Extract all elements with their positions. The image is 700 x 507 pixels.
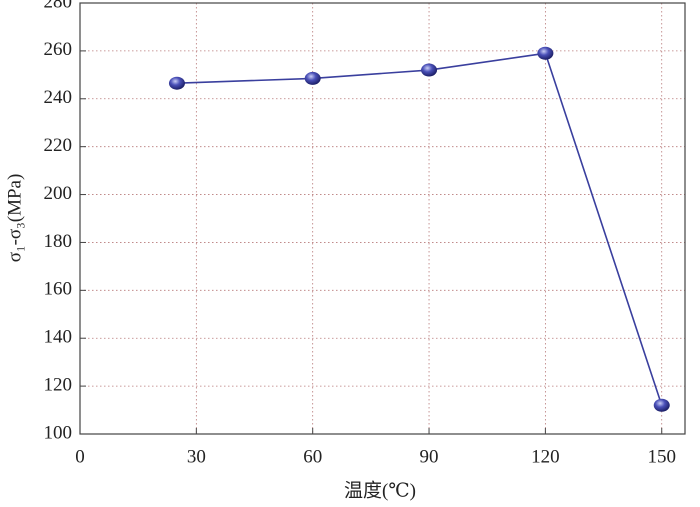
y-tick-label: 200 [44, 183, 73, 204]
y-tick-label: 120 [44, 374, 73, 395]
y-tick-label: 100 [44, 422, 73, 443]
y-tick-label: 140 [44, 327, 73, 348]
data-point [168, 76, 185, 90]
x-tick-label: 150 [647, 446, 676, 467]
data-point [653, 398, 670, 412]
data-line [176, 52, 663, 406]
y-tick-label: 280 [44, 0, 73, 12]
x-tick-label: 90 [420, 446, 439, 467]
y-tick-label: 220 [44, 135, 73, 156]
x-tick-label: 60 [303, 446, 322, 467]
y-tick-label: 240 [44, 87, 73, 108]
y-tick-label: 260 [44, 39, 73, 60]
x-tick-label: 30 [187, 446, 206, 467]
y-axis-label: σ₁-σ₃(MPa) [4, 174, 25, 263]
x-axis-label: 温度(℃) [344, 479, 416, 501]
data-point [421, 63, 438, 77]
x-tick-label: 120 [531, 446, 560, 467]
data-point [537, 46, 554, 60]
y-tick-label: 160 [44, 279, 73, 300]
y-tick-label: 180 [44, 231, 73, 252]
data-point [304, 71, 321, 85]
x-tick-label: 0 [75, 446, 85, 467]
plot-frame [79, 2, 686, 435]
